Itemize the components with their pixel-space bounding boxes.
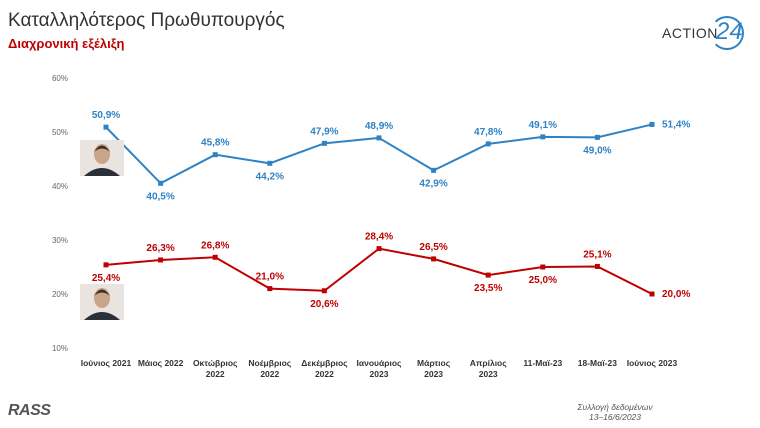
y-tick-label: 40% <box>52 182 68 191</box>
x-tick-label: Ιανουάριος <box>357 358 402 368</box>
logo-number: 24 <box>716 18 743 45</box>
data-point <box>485 272 491 278</box>
x-tick-label: Δεκέμβριος <box>301 358 348 368</box>
data-label: 26,3% <box>146 243 174 254</box>
x-tick-label: Μάιος 2022 <box>138 358 184 368</box>
data-label: 40,5% <box>146 191 174 202</box>
x-tick-label: Απρίλιος <box>470 358 508 368</box>
data-point <box>103 262 109 268</box>
data-label: 26,8% <box>201 240 229 251</box>
action24-logo: ACTION 24 <box>662 16 752 50</box>
data-point <box>267 286 273 292</box>
data-label: 28,4% <box>365 232 393 243</box>
data-label: 49,1% <box>529 120 557 131</box>
x-tick-label: 2023 <box>370 369 389 379</box>
data-point <box>158 180 164 186</box>
x-tick-label: Ιούνιος 2021 <box>81 358 132 368</box>
data-label: 44,2% <box>256 171 284 182</box>
data-point <box>540 134 546 140</box>
data-label: 25,0% <box>529 275 557 286</box>
data-label: 25,4% <box>92 273 120 284</box>
note-line-1: Συλλογή δεδομένων <box>577 402 653 412</box>
data-label: 21,0% <box>256 272 284 283</box>
data-point <box>212 254 218 260</box>
data-point <box>376 246 382 252</box>
data-collection-note: Συλλογή δεδομένων 13–16/6/2023 <box>560 402 670 422</box>
portrait-blue-series <box>80 140 124 176</box>
data-point <box>431 256 437 262</box>
y-tick-label: 60% <box>52 74 68 83</box>
data-point <box>594 263 600 269</box>
y-tick-label: 10% <box>52 344 68 353</box>
data-point <box>485 141 491 147</box>
data-label: 51,4% <box>662 119 690 130</box>
data-label: 47,8% <box>474 127 502 138</box>
data-label: 47,9% <box>310 126 338 137</box>
note-line-2: 13–16/6/2023 <box>589 412 641 422</box>
x-tick-label: 11-Μαϊ-23 <box>523 358 562 368</box>
data-label: 20,6% <box>310 299 338 310</box>
data-label: 50,9% <box>92 110 120 121</box>
x-tick-label: 2022 <box>260 369 279 379</box>
x-tick-label: 2022 <box>315 369 334 379</box>
x-tick-label: 2023 <box>424 369 443 379</box>
data-label: 42,9% <box>419 178 447 189</box>
data-label: 45,8% <box>201 138 229 149</box>
data-point <box>649 291 655 297</box>
series-line-1 <box>105 247 653 295</box>
data-point <box>212 152 218 158</box>
x-tick-label: 18-Μαϊ-23 <box>578 358 618 368</box>
x-tick-label: 2023 <box>479 369 498 379</box>
x-tick-label: Ιούνιος 2023 <box>627 358 678 368</box>
x-tick-label: Οκτώβριος <box>193 358 238 368</box>
y-tick-label: 50% <box>52 128 68 137</box>
data-point <box>321 140 327 146</box>
x-tick-label: 2022 <box>206 369 225 379</box>
data-point <box>594 134 600 140</box>
logo-ring-icon <box>710 16 744 50</box>
data-point <box>321 288 327 294</box>
data-label: 49,0% <box>583 145 611 156</box>
data-label: 20,0% <box>662 289 690 300</box>
data-label: 25,1% <box>583 249 611 260</box>
data-point <box>267 160 273 166</box>
rass-logo: RASS <box>8 402 51 419</box>
data-point <box>540 264 546 270</box>
data-label: 23,5% <box>474 283 502 294</box>
logo-text: ACTION <box>662 25 718 41</box>
data-label: 26,5% <box>419 242 447 253</box>
chart-title: Καταλληλότερος Πρωθυπουργός <box>8 10 285 31</box>
data-point <box>376 135 382 141</box>
y-tick-label: 20% <box>52 290 68 299</box>
data-label: 48,9% <box>365 121 393 132</box>
data-point <box>431 167 437 173</box>
data-point <box>158 257 164 263</box>
y-tick-label: 30% <box>52 236 68 245</box>
x-tick-label: Νοέμβριος <box>248 358 291 368</box>
data-point <box>649 121 655 127</box>
portrait-red-series <box>80 284 124 320</box>
chart-subtitle: Διαχρονική εξέλιξη <box>8 36 125 51</box>
data-point <box>103 124 109 130</box>
series-line-0 <box>105 123 653 185</box>
x-tick-label: Μάρτιος <box>417 358 451 368</box>
